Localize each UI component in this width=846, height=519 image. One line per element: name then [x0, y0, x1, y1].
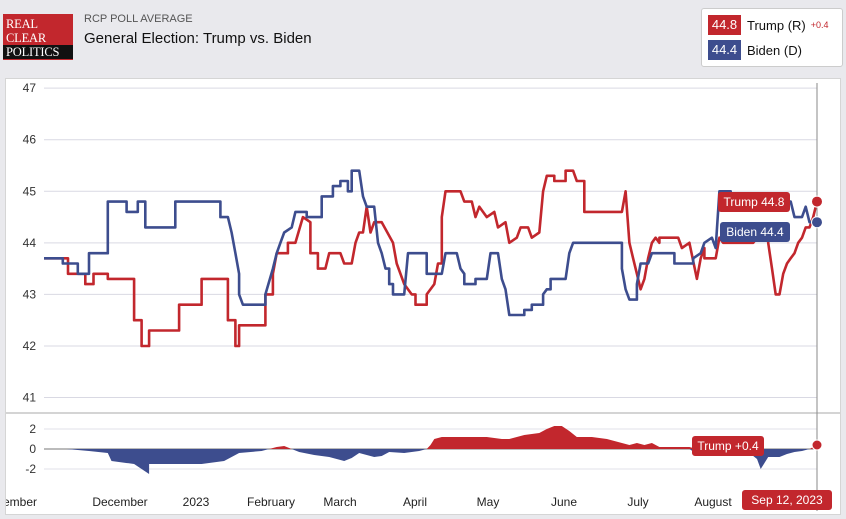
spread-area — [44, 426, 817, 474]
legend-trump-name: Trump (R) — [747, 17, 806, 33]
trump-current-dot — [811, 195, 823, 208]
legend: 44.8 Trump (R) +0.4 44.4 Biden (D) — [701, 8, 843, 67]
main-y-tick-label: 45 — [23, 184, 37, 198]
logo-line-2: CLEAR — [6, 31, 46, 45]
x-tick-label: August — [694, 495, 732, 509]
x-tick-label: March — [323, 495, 356, 509]
x-tick-label: April — [403, 495, 427, 509]
biden-current-dot — [811, 216, 823, 229]
x-tick-label: 2023 — [183, 495, 210, 509]
trump-value-label: Trump 44.8 — [724, 195, 785, 209]
date-label-bg — [742, 490, 832, 510]
x-tick-label: July — [627, 495, 648, 509]
legend-biden[interactable]: 44.4 Biden (D) — [708, 40, 802, 60]
legend-trump-change: +0.4 — [810, 20, 829, 30]
main-y-tick-label: 44 — [23, 236, 37, 250]
series-line-trump — [44, 169, 819, 348]
chart-kicker: RCP POLL AVERAGE — [84, 13, 193, 25]
biden-value-label-bg — [720, 222, 790, 242]
spread-y-tick-label: 2 — [29, 422, 36, 436]
spread-y-tick-label: -2 — [25, 462, 36, 476]
logo-line-3: POLITICS — [3, 45, 73, 59]
chart-panel: 41 42 43 44 45 46 47 -2 0 2 ember December 2023 Feb… — [3, 78, 841, 515]
legend-trump[interactable]: 44.8 Trump (R) +0.4 — [708, 15, 829, 35]
chart-header: REAL CLEAR POLITICS RCP POLL AVERAGE Gen… — [0, 0, 846, 76]
spread-area-biden — [44, 449, 817, 474]
legend-biden-value: 44.4 — [708, 40, 741, 60]
spread-y-tick-label: 0 — [29, 442, 36, 456]
x-tick-label: ember — [6, 495, 37, 509]
main-y-tick-label: 47 — [23, 81, 37, 95]
x-tick-labels: ember December 2023 February March April May Ju… — [3, 495, 732, 509]
x-tick-label: February — [247, 495, 295, 509]
chart-title: General Election: Trump vs. Biden — [84, 30, 312, 47]
legend-trump-value: 44.8 — [708, 15, 741, 35]
legend-biden-name: Biden (D) — [747, 42, 802, 58]
rcp-logo[interactable]: REAL CLEAR POLITICS — [3, 14, 73, 60]
main-y-tick-label: 46 — [23, 133, 37, 147]
main-y-ticks: 41 42 43 44 45 46 47 — [23, 81, 37, 404]
biden-value-label: Biden 44.4 — [726, 225, 784, 239]
spread-value-label-bg — [692, 436, 764, 456]
spread-value-label: Trump +0.4 — [697, 439, 759, 453]
spread-current-dot — [811, 439, 823, 451]
spread-y-ticks: -2 0 2 — [25, 422, 36, 476]
annotations: Trump 44.8 Biden 44.4 Trump +0.4 Sep 12, 20… — [692, 192, 832, 510]
main-y-tick-label: 43 — [23, 287, 37, 301]
x-tick-label: June — [551, 495, 577, 509]
x-tick-label: December — [92, 495, 147, 509]
main-y-tick-label: 42 — [23, 339, 37, 353]
x-tick-label: May — [477, 495, 500, 509]
series-line-biden — [44, 169, 817, 317]
main-y-tick-label: 41 — [23, 391, 37, 405]
date-label: Sep 12, 2023 — [751, 493, 823, 507]
main-lines — [44, 169, 819, 348]
logo-line-1: REAL — [6, 17, 38, 31]
chart-svg[interactable]: 41 42 43 44 45 46 47 -2 0 2 ember December 2023 Feb… — [3, 79, 840, 514]
trump-value-label-bg — [718, 192, 790, 212]
main-grid — [44, 87, 817, 399]
